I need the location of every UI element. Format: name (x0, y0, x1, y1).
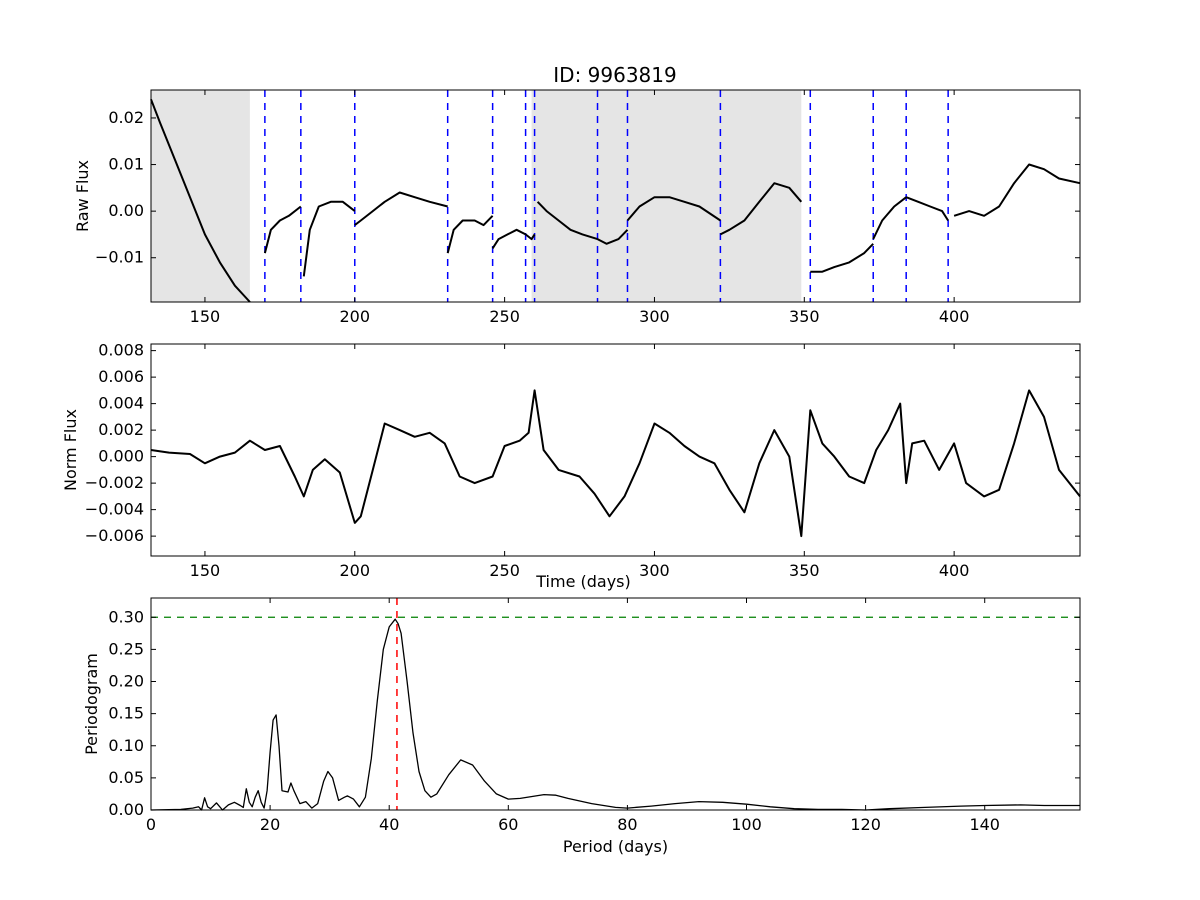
periodogram-ticks: 0 20 40 60 80 100 120 140 0.00 0.05 0.10 0.15 0.20 0.… (108, 598, 1080, 834)
series-line (263, 205, 302, 254)
x-tick-label: 350 (789, 561, 820, 580)
x-tick-label: 100 (731, 815, 762, 834)
series-line (953, 163, 1081, 217)
series-line (491, 228, 527, 249)
series-line (150, 98, 251, 303)
y-tick-label: 0.000 (98, 447, 144, 466)
y-tick-label: 0.10 (108, 736, 144, 755)
y-tick-label: −0.002 (85, 473, 144, 492)
segment-boundary-lines (264, 90, 949, 302)
y-tick-label: 0.002 (98, 420, 144, 439)
raw-flux-ylabel: Raw Flux (73, 160, 92, 232)
x-tick-label: 200 (340, 307, 371, 326)
x-tick-label: 0 (146, 815, 156, 834)
x-tick-label: 60 (498, 815, 518, 834)
norm-flux-axes-frame (150, 343, 1081, 557)
series-line (719, 182, 803, 236)
x-tick-label: 40 (379, 815, 399, 834)
y-tick-label: 0.006 (98, 367, 144, 386)
y-tick-label: 0.25 (108, 639, 144, 658)
x-tick-label: 20 (260, 815, 280, 834)
y-tick-label: 0.008 (98, 341, 144, 360)
norm-flux-ticks: 150 200 250 300 350 400 0.008 0.006 0.004 0.002 0.… (85, 341, 1080, 580)
y-tick-label: 0.00 (108, 201, 144, 220)
series-line (872, 196, 907, 240)
x-tick-label: 80 (617, 815, 637, 834)
y-tick-label: 0.05 (108, 768, 144, 787)
series-line (446, 215, 494, 254)
series-line (626, 196, 721, 222)
x-tick-label: 200 (340, 561, 371, 580)
shaded-span (531, 90, 802, 302)
figure-title: ID: 9963819 (553, 63, 676, 87)
series-line (150, 389, 1081, 538)
raw-flux-ticks: 150 200 250 300 350 400 0.02 0.01 0.00 −0.01 (95, 90, 1080, 326)
series-line (810, 243, 874, 273)
y-tick-label: 0.30 (108, 607, 144, 626)
y-tick-label: 0.00 (108, 800, 144, 819)
y-tick-label: 0.02 (108, 108, 144, 127)
series-line (150, 618, 1080, 811)
x-tick-label: 120 (850, 815, 881, 834)
x-tick-label: 300 (639, 561, 670, 580)
period-xlabel: Period (days) (563, 837, 668, 856)
y-tick-label: 0.004 (98, 394, 144, 413)
y-tick-label: −0.006 (85, 526, 144, 545)
periodogram-ylabel: Periodogram (82, 653, 101, 755)
x-tick-label: 150 (190, 307, 221, 326)
norm-flux-ylabel: Norm Flux (61, 409, 80, 491)
shaded-spans (151, 90, 802, 302)
time-xlabel: Time (days) (535, 572, 631, 591)
x-tick-label: 140 (969, 815, 1000, 834)
shaded-span (151, 90, 250, 302)
reference-lines (151, 598, 1080, 810)
x-tick-label: 350 (789, 307, 820, 326)
periodogram-panel: 0 20 40 60 80 100 120 140 0.00 0.05 0.10 0.15 0.20 0.… (82, 597, 1081, 856)
x-tick-label: 250 (489, 307, 520, 326)
x-tick-label: 300 (639, 307, 670, 326)
x-tick-label: 250 (489, 561, 520, 580)
x-tick-label: 150 (190, 561, 221, 580)
norm-flux-series (150, 389, 1081, 538)
y-tick-label: −0.004 (85, 500, 144, 519)
raw-flux-axes-frame (150, 89, 1081, 303)
series-line (354, 191, 448, 226)
norm-flux-panel: 150 200 250 300 350 400 0.008 0.006 0.004 0.002 0.… (61, 341, 1081, 591)
series-line (536, 201, 598, 241)
periodogram-axes-frame (150, 597, 1081, 811)
raw-flux-panel: 150 200 250 300 350 400 0.02 0.01 0.00 −0.01 Raw … (73, 89, 1081, 326)
periodogram-series (150, 618, 1080, 811)
series-line (905, 196, 949, 222)
y-tick-label: 0.20 (108, 672, 144, 691)
x-tick-label: 400 (939, 561, 970, 580)
y-tick-label: −0.01 (95, 248, 144, 267)
series-line (524, 233, 536, 241)
raw-flux-series (150, 98, 1081, 303)
series-line (597, 229, 629, 245)
x-tick-label: 400 (939, 307, 970, 326)
series-line (302, 200, 356, 277)
y-tick-label: 0.15 (108, 704, 144, 723)
y-tick-label: 0.01 (108, 155, 144, 174)
